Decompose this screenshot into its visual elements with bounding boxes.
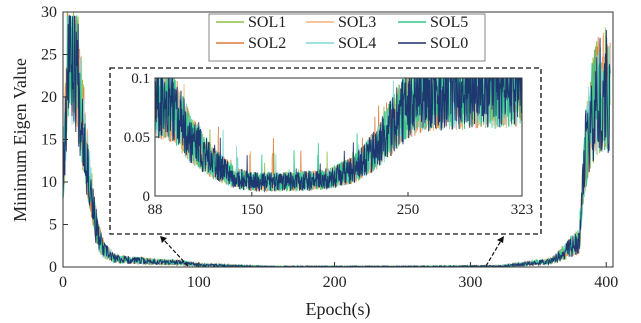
zoom-arrow-right (485, 238, 503, 267)
y-tick-label: 0 (49, 259, 57, 276)
inset-y-tick-label: 0.1 (131, 71, 150, 87)
x-tick-label: 400 (594, 274, 618, 291)
inset-x-tick-label: 150 (241, 202, 264, 218)
inset-series-group (155, 78, 522, 193)
y-tick-label: 10 (41, 174, 57, 191)
zoom-arrow-left (161, 237, 189, 267)
legend-label-sol4: SOL4 (338, 35, 376, 52)
legend-label-sol1: SOL1 (248, 14, 286, 31)
y-axis-label: Minimum Eigen Value (10, 58, 30, 222)
y-tick-label: 20 (41, 89, 57, 106)
x-tick-label: 0 (59, 274, 67, 291)
main-axis-ticks: 0 100 200 300 400 0 5 10 15 20 25 30 (41, 4, 618, 291)
inset-x-tick-label: 323 (511, 202, 534, 218)
legend-box (208, 13, 486, 62)
inset-y-tick-label: 0.05 (124, 130, 150, 146)
series-line-sol0 (63, 14, 611, 267)
zoom-arrowhead-left (160, 236, 167, 243)
inset-x-tick-label: 88 (148, 202, 163, 218)
legend-label-sol5: SOL5 (430, 14, 468, 31)
y-tick-label: 30 (41, 4, 57, 21)
legend-label-sol0: SOL0 (430, 35, 468, 52)
inset-x-tick-label: 250 (397, 202, 420, 218)
x-axis-label: Epoch(s) (306, 299, 371, 320)
x-tick-label: 300 (458, 274, 482, 291)
legend: SOL1 SOL3 SOL5 SOL2 SOL4 SOL0 (208, 13, 486, 62)
x-tick-label: 100 (187, 274, 211, 291)
inset-y-tick-label: 0 (143, 189, 151, 205)
y-tick-label: 5 (49, 217, 57, 234)
inset-series-line-sol0 (155, 78, 522, 193)
zoom-arrows (160, 236, 504, 267)
zoom-arrowhead-right (497, 236, 504, 243)
inset-axis-ticks: 88 150 250 323 0 0.05 0.1 (124, 71, 534, 218)
legend-label-sol2: SOL2 (248, 35, 286, 52)
y-tick-label: 15 (41, 132, 57, 149)
legend-label-sol3: SOL3 (338, 14, 376, 31)
y-tick-label: 25 (41, 47, 57, 64)
x-tick-label: 200 (323, 274, 347, 291)
